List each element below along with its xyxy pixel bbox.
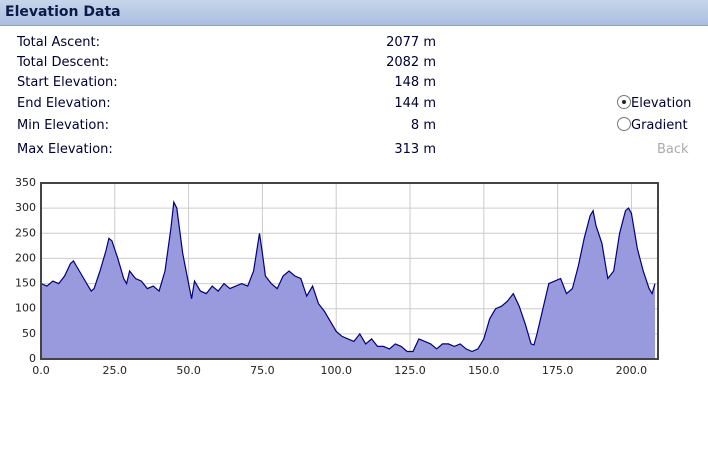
y-tick-label: 100 <box>15 302 36 315</box>
stat-label: Total Ascent: <box>17 35 101 50</box>
stat-label: Min Elevation: <box>17 118 109 133</box>
x-tick-label: 75.0 <box>250 364 275 377</box>
y-tick-label: 0 <box>29 352 36 365</box>
radio-button[interactable] <box>617 95 631 109</box>
stat-label: Start Elevation: <box>17 75 118 90</box>
chart: 0 50 100 150 200 250 300 350 0.0 25.0 50.0 75.0 100.… <box>15 176 659 377</box>
stat-value: 8 m <box>410 118 436 133</box>
y-tick-label: 300 <box>15 201 36 214</box>
x-tick-label: 125.0 <box>394 364 426 377</box>
stat-label: Max Elevation: <box>17 142 113 157</box>
y-tick-label: 250 <box>15 226 36 239</box>
radio-option[interactable]: Elevation <box>617 95 691 111</box>
x-tick-label: 25.0 <box>103 364 128 377</box>
x-tick-label: 50.0 <box>176 364 201 377</box>
x-tick-label: 0.0 <box>32 364 50 377</box>
y-tick-label: 150 <box>15 277 36 290</box>
radio-label: Gradient <box>631 118 688 133</box>
stat-label: End Elevation: <box>17 96 111 111</box>
stat-value: 313 m <box>394 142 436 157</box>
header: Elevation Data <box>0 0 708 26</box>
radio-label: Elevation <box>631 96 692 111</box>
elevation-line <box>40 200 656 353</box>
stat-value: 2077 m <box>386 35 436 50</box>
y-tick-label: 200 <box>15 251 36 264</box>
radio-button[interactable] <box>617 117 631 131</box>
x-tick-label: 175.0 <box>542 364 574 377</box>
back-link[interactable]: Back <box>657 142 689 157</box>
stat-value: 2082 m <box>386 55 436 70</box>
y-tick-label: 50 <box>22 327 36 340</box>
plot-frame <box>40 182 659 360</box>
x-tick-label: 200.0 <box>616 364 648 377</box>
radio-option[interactable]: Gradient <box>617 117 688 133</box>
header-title: Elevation Data <box>5 4 121 20</box>
area-fill <box>41 202 656 359</box>
stat-label: Total Descent: <box>17 55 110 70</box>
stat-value: 144 m <box>394 96 436 111</box>
x-tick-label: 100.0 <box>320 364 352 377</box>
x-tick-label: 150.0 <box>468 364 500 377</box>
stat-value: 148 m <box>394 75 436 90</box>
y-tick-label: 350 <box>15 176 36 189</box>
